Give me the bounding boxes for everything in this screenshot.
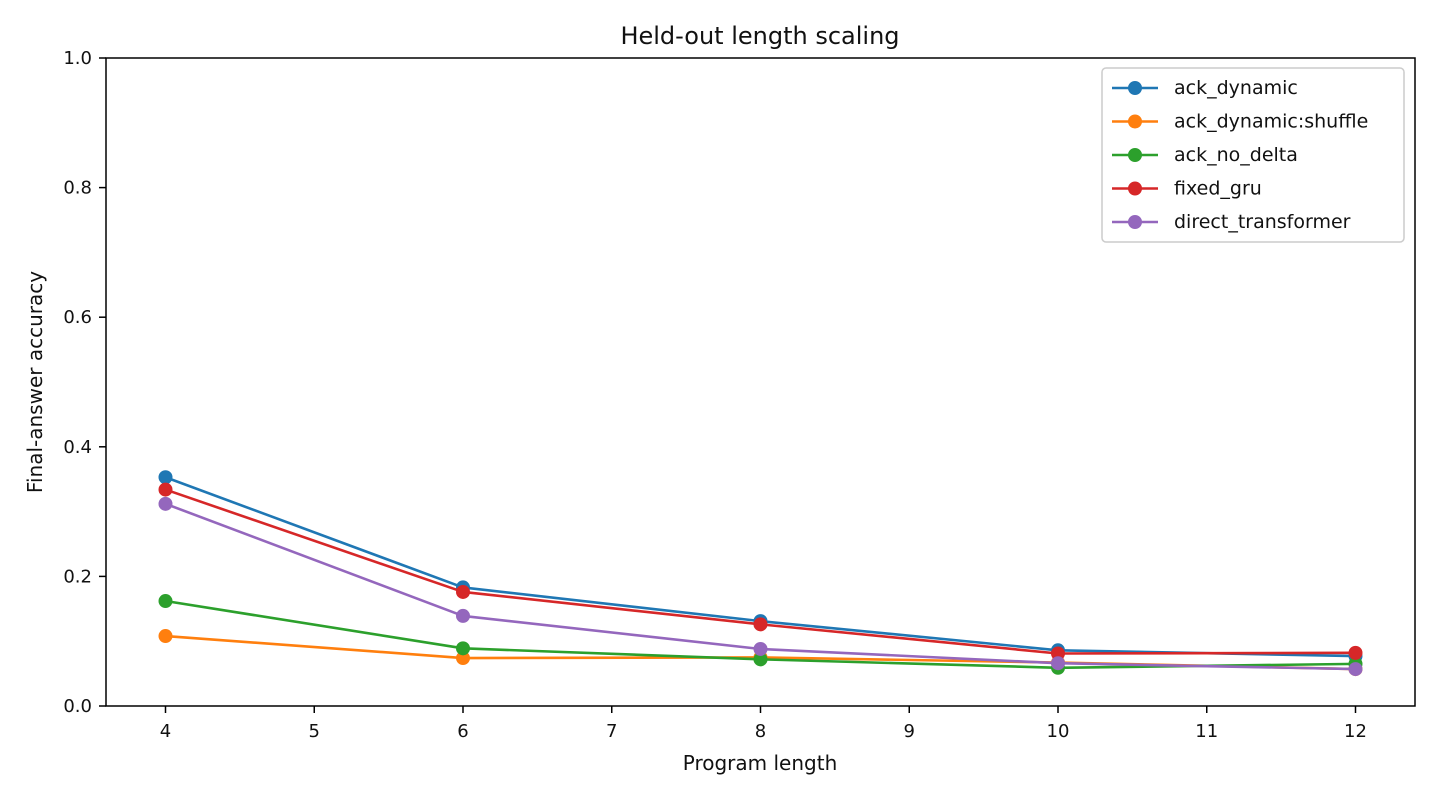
data-point (1348, 662, 1363, 677)
x-tick-label: 4 (160, 721, 171, 742)
y-tick-label: 0.0 (63, 696, 92, 717)
data-point (1348, 645, 1363, 660)
legend: ack_dynamic ack_dynamic:shuffle ack_no_del… (1101, 67, 1405, 243)
legend-marker (1128, 148, 1142, 162)
data-point (456, 584, 470, 599)
legend-marker (1128, 181, 1142, 196)
legend-label: ack_dynamic (1174, 77, 1298, 99)
x-tick-label: 5 (309, 721, 320, 742)
legend-item-fixed_gru: fixed_gru (1112, 178, 1262, 200)
legend-item-ack_dynamic:shuffle: ack_dynamic:shuffle (1112, 111, 1368, 133)
legend-marker (1128, 81, 1142, 95)
legend-marker (1128, 114, 1142, 129)
x-tick-label: 8 (755, 721, 766, 742)
legend-label: ack_no_delta (1174, 144, 1298, 166)
series-direct_transformer (158, 496, 1363, 677)
legend-label: ack_dynamic:shuffle (1174, 111, 1368, 133)
legend-marker (1128, 215, 1142, 229)
x-tick-label: 11 (1195, 721, 1218, 742)
data-point (158, 482, 173, 497)
x-tick-label: 9 (904, 721, 915, 742)
data-point (158, 629, 173, 644)
legend-box (1101, 67, 1405, 243)
data-point (753, 617, 768, 632)
data-point (456, 608, 470, 623)
y-tick-label: 1.0 (63, 48, 92, 69)
legend-item-ack_no_delta: ack_no_delta (1112, 144, 1298, 166)
y-tick-label: 0.4 (63, 437, 92, 458)
data-point (158, 470, 173, 485)
y-tick-label: 0.2 (63, 566, 92, 587)
legend-label: direct_transformer (1174, 211, 1351, 233)
data-point (158, 594, 173, 609)
legend-label: fixed_gru (1174, 178, 1262, 200)
data-point (1051, 656, 1065, 671)
data-point (753, 641, 768, 656)
legend-item-ack_dynamic: ack_dynamic (1112, 77, 1298, 99)
chart-title: Held-out length scaling (620, 22, 899, 50)
y-tick-label: 0.8 (63, 178, 92, 199)
y-axis-label: Final-answer accuracy (23, 271, 47, 493)
x-tick-label: 10 (1047, 721, 1070, 742)
x-tick-label: 6 (457, 721, 468, 742)
x-tick-label: 7 (606, 721, 617, 742)
series-layer (158, 470, 1363, 677)
legend-item-direct_transformer: direct_transformer (1112, 211, 1351, 233)
data-point (456, 641, 470, 656)
y-tick-label: 0.6 (63, 307, 92, 328)
data-point (158, 496, 173, 511)
y-axis: 0.0 0.2 0.4 0.6 0.8 1.0 (63, 48, 106, 717)
x-axis: 4 5 6 7 8 9 10 11 12 (160, 706, 1367, 742)
x-tick-label: 12 (1344, 721, 1367, 742)
x-axis-label: Program length (683, 751, 838, 775)
series-fixed_gru (158, 482, 1363, 661)
